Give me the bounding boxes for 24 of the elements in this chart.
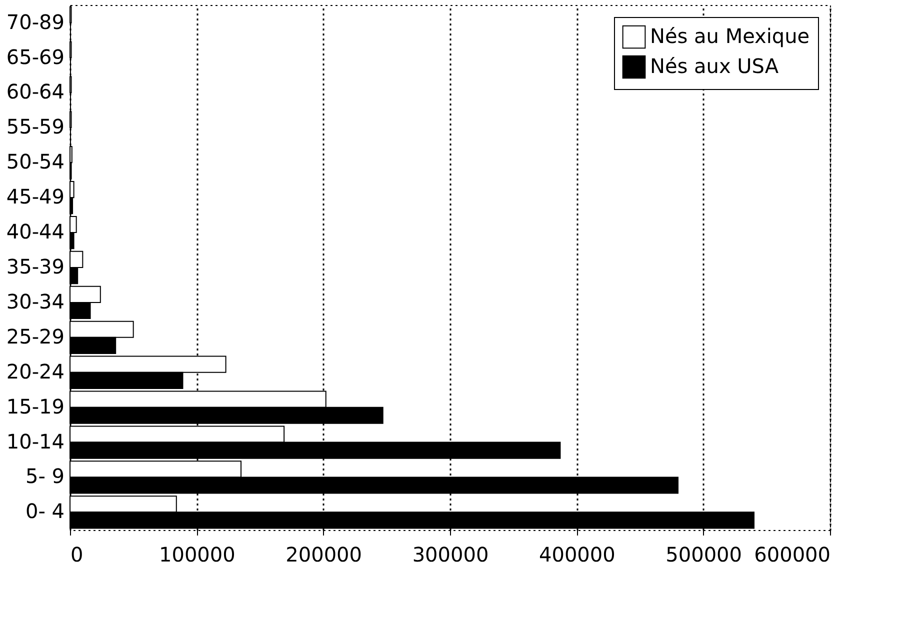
x-tick-label: 0: [70, 542, 84, 566]
y-tick-label: 0- 4: [25, 499, 64, 524]
x-tick-label: 200000: [286, 542, 362, 566]
y-tick-label: 55-59: [6, 114, 64, 139]
y-tick-label: 10-14: [6, 429, 64, 454]
y-tick-label: 70-89: [6, 10, 64, 34]
y-tick-label: 20-24: [6, 359, 64, 384]
y-tick-label: 45-49: [6, 184, 64, 209]
y-tick-label: 30-34: [6, 289, 64, 314]
legend-label: Nés aux USA: [650, 54, 779, 78]
y-tick-label: 50-54: [6, 150, 64, 174]
y-tick-label: 15-19: [6, 394, 64, 418]
x-tick-label: 400000: [538, 542, 616, 566]
y-tick-label: 40-44: [6, 220, 64, 244]
x-tick-label: 500000: [666, 542, 742, 566]
y-tick-label: 5- 9: [25, 464, 64, 488]
x-tick-label: 600000: [754, 542, 830, 566]
x-tick-label: 100000: [158, 542, 236, 566]
y-tick-label: 25-29: [6, 324, 64, 348]
y-tick-label: 60-64: [6, 80, 64, 104]
x-tick-label: 300000: [412, 542, 489, 566]
y-tick-label: 65-69: [6, 44, 64, 69]
y-tick-label: 35-39: [6, 254, 64, 278]
legend-label: Nés au Mexique: [650, 24, 810, 48]
